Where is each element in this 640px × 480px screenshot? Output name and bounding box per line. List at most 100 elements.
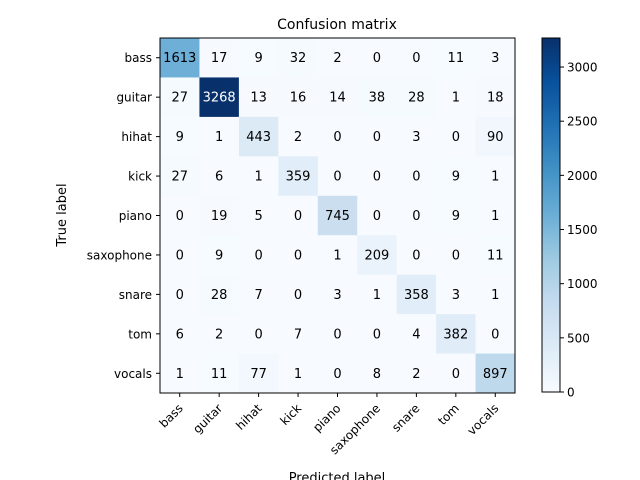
cell-value-label: 0 bbox=[452, 130, 460, 145]
cell-value-label: 1 bbox=[452, 91, 460, 106]
cell-value-label: 9 bbox=[452, 170, 460, 185]
heatmap-cell bbox=[160, 235, 200, 276]
cell-value-label: 5 bbox=[254, 209, 262, 224]
cell-value-label: 0 bbox=[452, 367, 460, 382]
heatmap-cell bbox=[475, 156, 516, 197]
heatmap-cell bbox=[357, 235, 398, 276]
heatmap-cell bbox=[317, 274, 358, 315]
cell-value-label: 11 bbox=[448, 51, 465, 66]
cell-value-label: 1613 bbox=[163, 51, 196, 66]
x-tick-label: vocals bbox=[465, 401, 502, 438]
cell-value-label: 2 bbox=[215, 327, 223, 342]
cell-value-label: 209 bbox=[365, 248, 390, 263]
chart-title: Confusion matrix bbox=[277, 17, 397, 33]
cell-value-label: 3268 bbox=[203, 91, 236, 106]
cell-value-label: 32 bbox=[290, 51, 307, 66]
cell-value-label: 0 bbox=[412, 51, 420, 66]
cell-value-label: 358 bbox=[404, 288, 429, 303]
heatmap-cell bbox=[278, 77, 319, 118]
heatmap-cell bbox=[357, 116, 398, 157]
cell-value-label: 7 bbox=[254, 288, 262, 303]
cell-value-label: 1 bbox=[373, 288, 381, 303]
y-axis-label: True label bbox=[55, 183, 70, 247]
x-tick-label: tom bbox=[435, 401, 462, 428]
heatmap-cell bbox=[160, 38, 200, 78]
heatmap-cell bbox=[436, 77, 477, 118]
cell-value-label: 19 bbox=[211, 209, 228, 224]
heatmap-cell bbox=[475, 38, 516, 78]
cell-value-label: 6 bbox=[215, 170, 223, 185]
cell-value-label: 2 bbox=[333, 51, 341, 66]
heatmap-cell bbox=[357, 195, 398, 236]
heatmap-cell bbox=[396, 116, 437, 157]
cell-value-label: 2 bbox=[294, 130, 302, 145]
colorbar-tick-label: 500 bbox=[567, 331, 590, 345]
cell-value-label: 13 bbox=[250, 91, 267, 106]
cell-value-label: 359 bbox=[286, 170, 311, 185]
x-tick-label: kick bbox=[277, 401, 304, 428]
cell-value-label: 14 bbox=[329, 91, 346, 106]
colorbar-tick-label: 3000 bbox=[567, 61, 598, 75]
cell-value-label: 6 bbox=[176, 327, 184, 342]
heatmap-cell bbox=[357, 77, 398, 118]
y-tick-label: tom bbox=[128, 327, 152, 341]
heatmap-cell bbox=[160, 314, 200, 355]
heatmap-cell-labels: 1613 17 9 32 2 0 0 11 327 3268 13 16 14 38 28 1 189 1 443 2… bbox=[163, 51, 508, 382]
cell-value-label: 443 bbox=[246, 130, 271, 145]
heatmap-cell bbox=[317, 156, 358, 197]
heatmap-cell bbox=[278, 235, 319, 276]
cell-value-label: 1 bbox=[491, 170, 499, 185]
heatmap-cell bbox=[436, 314, 477, 355]
colorbar-tick-label: 1000 bbox=[567, 277, 598, 291]
heatmap-cell bbox=[357, 353, 398, 394]
heatmap-cell bbox=[238, 353, 279, 394]
heatmap-cell bbox=[357, 38, 398, 78]
cell-value-label: 4 bbox=[412, 327, 420, 342]
cell-value-label: 0 bbox=[373, 327, 381, 342]
heatmap-cell bbox=[160, 156, 200, 197]
cell-value-label: 11 bbox=[487, 248, 504, 263]
heatmap-cell bbox=[160, 274, 200, 315]
heatmap-cell bbox=[357, 274, 398, 315]
heatmap-cell bbox=[199, 195, 240, 236]
cell-value-label: 0 bbox=[333, 170, 341, 185]
heatmap-cell bbox=[475, 353, 516, 394]
cell-value-label: 897 bbox=[483, 367, 508, 382]
cell-value-label: 1 bbox=[215, 130, 223, 145]
heatmap-cell bbox=[475, 195, 516, 236]
heatmap-cell bbox=[199, 353, 240, 394]
cell-value-label: 0 bbox=[373, 51, 381, 66]
heatmap-cell bbox=[317, 116, 358, 157]
cell-value-label: 9 bbox=[215, 248, 223, 263]
cell-value-label: 0 bbox=[333, 327, 341, 342]
heatmap-cell bbox=[317, 38, 358, 78]
cell-value-label: 0 bbox=[412, 209, 420, 224]
heatmap-cell bbox=[238, 235, 279, 276]
heatmap-cell bbox=[278, 116, 319, 157]
heatmap-cell bbox=[199, 116, 240, 157]
x-axis-label: Predicted label bbox=[289, 471, 386, 480]
cell-value-label: 27 bbox=[171, 91, 188, 106]
heatmap-cell bbox=[160, 116, 200, 157]
heatmap-cell bbox=[317, 235, 358, 276]
heatmap-cell bbox=[396, 38, 437, 78]
heatmap-cell bbox=[199, 156, 240, 197]
cell-value-label: 16 bbox=[290, 91, 307, 106]
cell-value-label: 0 bbox=[412, 170, 420, 185]
cell-value-label: 9 bbox=[452, 209, 460, 224]
heatmap-cell bbox=[317, 314, 358, 355]
heatmap-cell bbox=[238, 195, 279, 236]
heatmap-cell bbox=[199, 77, 240, 118]
cell-value-label: 0 bbox=[373, 170, 381, 185]
y-tick-label: guitar bbox=[116, 91, 152, 105]
cell-value-label: 0 bbox=[294, 209, 302, 224]
cell-value-label: 0 bbox=[176, 209, 184, 224]
heatmap-cell bbox=[396, 353, 437, 394]
cell-value-label: 0 bbox=[412, 248, 420, 263]
cell-value-label: 7 bbox=[294, 327, 302, 342]
cell-value-label: 1 bbox=[491, 209, 499, 224]
heatmap-cell bbox=[199, 235, 240, 276]
cell-value-label: 8 bbox=[373, 367, 381, 382]
cell-value-label: 3 bbox=[491, 51, 499, 66]
